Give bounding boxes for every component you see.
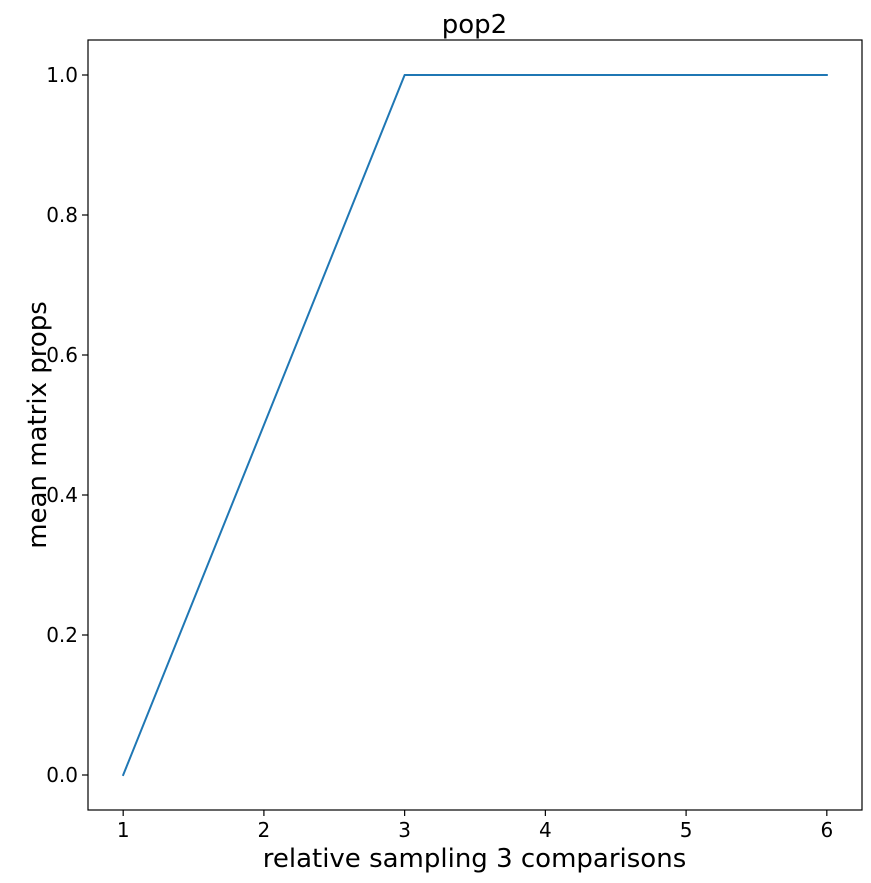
- y-tick-label-0.2: 0.2: [46, 623, 78, 647]
- x-tick-label-2: 2: [258, 818, 271, 842]
- y-tick-label-1.0: 1.0: [46, 63, 78, 87]
- x-axis-label: relative sampling 3 comparisons: [263, 844, 687, 874]
- y-tick-label-0.8: 0.8: [46, 203, 78, 227]
- plot-area: 1 2 3 4 5 6 0.0 0.2 0.4 0.6 0.8 1.0: [46, 39, 863, 842]
- x-tick-label-4: 4: [539, 818, 552, 842]
- plot-frame: [87, 39, 863, 811]
- x-tick-label-1: 1: [117, 818, 130, 842]
- chart-title: pop2: [442, 10, 507, 40]
- y-tick-label-0.0: 0.0: [46, 763, 78, 787]
- y-axis-label: mean matrix props: [23, 301, 53, 549]
- x-tick-label-3: 3: [398, 818, 411, 842]
- y-tick-label-0.6: 0.6: [46, 343, 78, 367]
- y-tick-label-0.4: 0.4: [46, 483, 78, 507]
- x-tick-label-5: 5: [680, 818, 693, 842]
- series-line-0: [121, 74, 828, 777]
- x-tick-label-6: 6: [820, 818, 833, 842]
